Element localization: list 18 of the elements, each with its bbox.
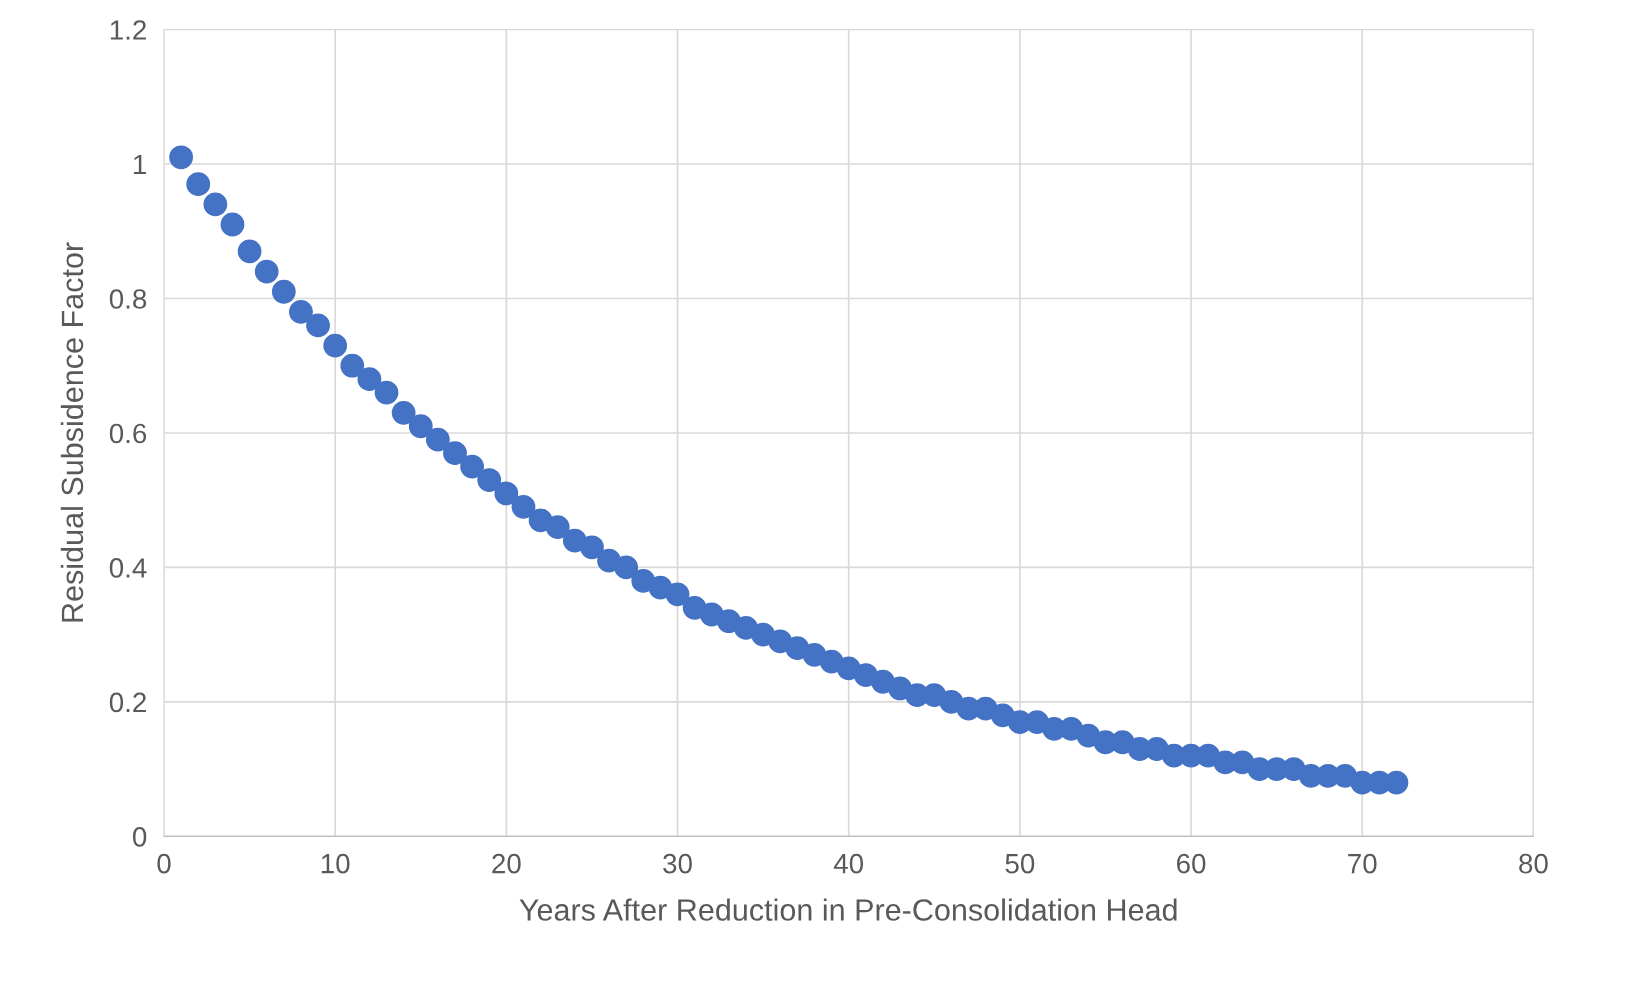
x-tick-label: 80	[1519, 853, 1548, 874]
x-tick-label: 70	[1348, 853, 1377, 874]
x-tick-label: 0	[157, 853, 171, 874]
x-axis-title: Years After Reduction in Pre-Consolidation Head	[519, 898, 1177, 921]
y-axis-title: Residual Subsidence Factor	[60, 242, 84, 622]
x-tick-label: 40	[833, 853, 864, 874]
y-tick-label: 1.2	[110, 20, 146, 40]
y-tick-label: 0.2	[109, 692, 146, 713]
x-tick-label: 30	[663, 853, 692, 874]
y-tick-label: 0.8	[109, 289, 147, 309]
y-tick-label: 0.4	[109, 558, 147, 578]
y-tick-label: 1	[134, 154, 146, 175]
x-tick-label: 20	[492, 853, 521, 874]
y-tick-label: 0	[132, 827, 147, 847]
x-tick-label: 10	[321, 853, 350, 874]
x-tick-label: 50	[1005, 853, 1035, 874]
x-tick-label: 60	[1177, 853, 1206, 874]
y-tick-label: 0.6	[109, 423, 147, 444]
